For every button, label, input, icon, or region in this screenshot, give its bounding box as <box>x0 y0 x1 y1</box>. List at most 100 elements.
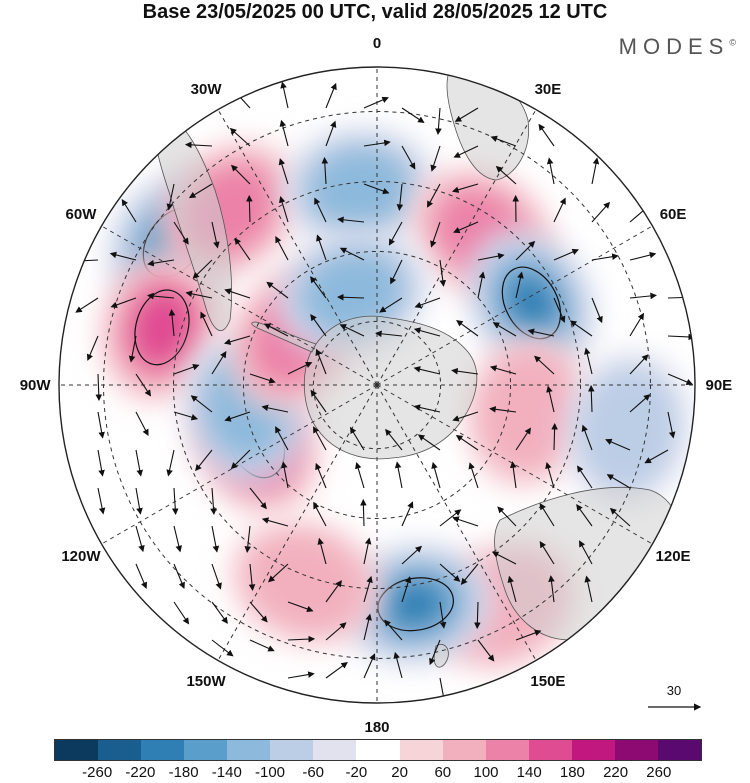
longitude-label: 180 <box>364 719 389 736</box>
wind-arrow <box>553 197 566 223</box>
wind-arrow <box>576 504 593 527</box>
wind-arrow <box>248 563 256 591</box>
meridian-line <box>376 384 653 545</box>
wind-arrow <box>429 639 441 666</box>
wind-arrow <box>539 540 555 565</box>
wind-arrow <box>275 426 289 451</box>
wind-arrow <box>605 438 631 451</box>
wind-arrow <box>489 365 517 375</box>
wind-arrow <box>451 367 479 375</box>
wind-arrow <box>363 537 372 565</box>
wind-arrow <box>135 487 143 515</box>
anomaly-center <box>464 334 590 489</box>
wind-arrow <box>211 525 220 553</box>
wind-arrow <box>314 197 327 223</box>
latitude-circle <box>312 320 442 450</box>
wind-arrow <box>188 183 213 199</box>
anomaly-center <box>98 250 226 404</box>
wind-arrow <box>401 576 412 603</box>
wind-arrow <box>363 96 389 109</box>
colorbar-ticks: -260 -220 -180 -140 -100 -60 -20 20 60 100 140 180 2… <box>0 764 750 782</box>
graticule <box>59 67 695 703</box>
wind-arrow <box>468 462 479 489</box>
wind-arrow <box>534 355 555 375</box>
anomaly-center <box>565 352 691 507</box>
colorbar-tick-label: 220 <box>603 764 629 781</box>
reference-vector-label: 30 <box>667 683 681 698</box>
wind-arrow <box>268 563 289 583</box>
wind-arrow <box>427 183 441 208</box>
wind-arrow <box>230 449 251 470</box>
wind-arrow <box>173 221 189 245</box>
wind-arrow <box>325 82 337 109</box>
longitude-label: 90E <box>705 377 732 394</box>
colorbar-swatch <box>571 740 615 760</box>
wind-arrow <box>401 545 423 565</box>
wind-arrow <box>363 653 376 679</box>
meridian-line <box>101 225 378 386</box>
wind-arrow <box>135 449 143 477</box>
wind-arrow <box>229 127 251 147</box>
wind-arrow <box>495 165 517 185</box>
wind-arrow <box>388 221 403 246</box>
wind-arrow <box>97 449 105 477</box>
wind-arrow <box>109 251 137 261</box>
wind-arrow <box>452 516 479 527</box>
wind-arrow <box>453 221 479 234</box>
colorbar-tick-label: 180 <box>559 764 585 781</box>
wind-arrow <box>430 145 441 172</box>
meridian-line <box>217 109 378 386</box>
wind-arrow <box>527 328 555 337</box>
wind-arrow <box>350 426 365 451</box>
wind-arrow <box>553 297 566 323</box>
wind-arrow <box>211 351 227 375</box>
colorbar-swatch <box>184 740 228 760</box>
wind-arrow <box>316 234 327 261</box>
longitude-label: 120E <box>656 548 691 565</box>
wind-arrow <box>244 525 252 553</box>
meridian-line <box>217 384 378 661</box>
wind-arrow <box>135 411 149 437</box>
wind-arrow <box>538 123 555 147</box>
wind-arrow <box>414 297 441 309</box>
wind-arrow <box>413 366 441 375</box>
wind-arrow <box>211 221 220 249</box>
wind-arrow <box>360 498 367 527</box>
longitude-label: 150E <box>530 673 565 690</box>
wind-arrow <box>275 236 289 261</box>
wind-arrow <box>417 434 441 451</box>
wind-arrow <box>591 157 600 185</box>
wind-arrow <box>667 411 676 439</box>
wind-arrow <box>553 248 579 261</box>
wind-arrow <box>581 424 593 451</box>
colorbar-swatch <box>485 740 529 760</box>
wind-arrow <box>173 525 183 553</box>
wind-arrow <box>355 462 365 489</box>
colorbar-swatch <box>98 740 142 760</box>
reference-vector: 30 <box>648 683 702 711</box>
wind-arrow <box>86 335 99 361</box>
colorbar-swatch <box>227 740 271 760</box>
colorbar-swatch <box>55 740 99 760</box>
wind-arrow <box>629 312 645 337</box>
colorbar <box>54 739 702 761</box>
wind-arrow <box>385 428 403 451</box>
colorbar-swatch <box>270 740 314 760</box>
wind-arrow <box>390 259 403 285</box>
wind-arrow <box>173 601 190 625</box>
wind-arrow <box>168 309 176 337</box>
wind-arrow <box>401 501 414 527</box>
wind-arrow <box>629 292 657 300</box>
wind-vectors <box>70 81 695 703</box>
wind-arrow <box>489 406 517 413</box>
wind-arrow <box>97 411 105 439</box>
wind-arrow <box>591 253 619 261</box>
wind-arrow <box>545 461 555 489</box>
wind-arrow <box>379 297 403 313</box>
wind-arrow <box>192 259 213 279</box>
wind-arrow <box>185 290 213 299</box>
colorbar-tick-label: -100 <box>254 764 286 781</box>
wind-arrow <box>591 297 603 324</box>
wind-arrow <box>477 252 505 261</box>
wind-arrow <box>477 639 495 662</box>
